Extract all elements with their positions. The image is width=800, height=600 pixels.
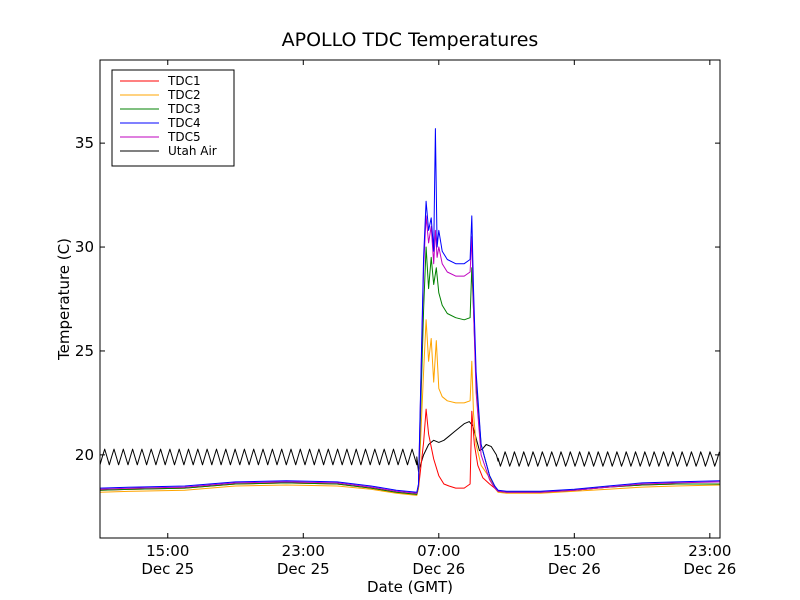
series-line-tdc2 xyxy=(99,319,721,496)
x-tick-label-time: 15:00 xyxy=(146,542,189,560)
chart-title: APOLLO TDC Temperatures xyxy=(282,29,539,51)
legend-label-tdc5: TDC5 xyxy=(167,130,201,144)
x-axis-label: Date (GMT) xyxy=(367,578,453,596)
x-tick-label-date: Dec 26 xyxy=(412,560,465,578)
legend-label-tdc2: TDC2 xyxy=(167,88,201,102)
legend-label-tdc1: TDC1 xyxy=(167,74,201,88)
legend-label-utah-air: Utah Air xyxy=(168,144,217,158)
x-tick-label-date: Dec 26 xyxy=(683,560,736,578)
series-line-tdc5 xyxy=(99,215,721,494)
legend-box xyxy=(111,69,235,167)
series-line-tdc4 xyxy=(99,128,721,493)
x-tick-label-date: Dec 25 xyxy=(277,560,330,578)
series-line-utah-air xyxy=(99,421,720,472)
y-tick-label: 30 xyxy=(75,238,94,256)
x-tick-label-time: 23:00 xyxy=(282,542,325,560)
y-tick-label: 35 xyxy=(75,134,94,152)
legend-label-tdc3: TDC3 xyxy=(167,102,201,116)
y-tick-label: 25 xyxy=(75,342,94,360)
plot-frame xyxy=(99,59,721,539)
x-tick-label-date: Dec 25 xyxy=(141,560,194,578)
y-axis-label: Temperature (C) xyxy=(55,238,73,361)
x-tick-label-date: Dec 26 xyxy=(548,560,601,578)
legend-label-tdc4: TDC4 xyxy=(167,116,201,130)
y-tick-label: 20 xyxy=(75,446,94,464)
x-tick-label-time: 07:00 xyxy=(417,542,460,560)
series-layer xyxy=(99,128,721,496)
x-tick-label-time: 23:00 xyxy=(688,542,731,560)
x-tick-label-time: 15:00 xyxy=(553,542,596,560)
